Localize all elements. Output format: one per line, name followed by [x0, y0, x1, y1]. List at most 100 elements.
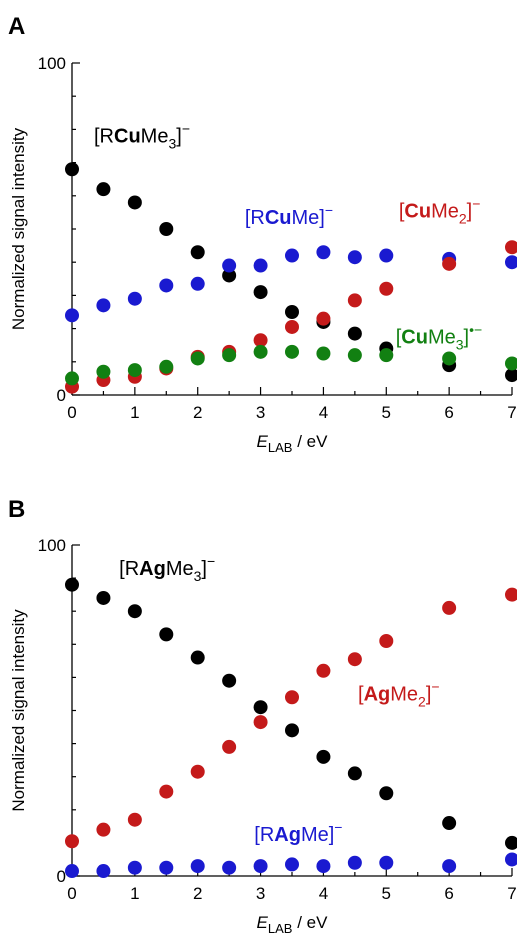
series-label-part: [R [94, 126, 114, 148]
series-label: [RCuMe]− [245, 202, 333, 229]
data-point [285, 319, 299, 334]
series-label-part: − [182, 121, 190, 137]
data-point [316, 311, 331, 326]
x-tick-label: 6 [444, 403, 453, 422]
data-point [96, 590, 111, 605]
data-point [65, 308, 79, 323]
x-tick-label: 3 [256, 884, 265, 903]
data-point [253, 715, 268, 730]
data-point [190, 276, 205, 291]
data-point [222, 739, 237, 754]
series-label-part: [ [358, 684, 364, 706]
data-point [505, 835, 517, 850]
series-label-part: Ag [139, 558, 166, 580]
series-label-part: [R [254, 824, 274, 846]
series-label-part: [ [399, 200, 405, 222]
x-tick-label: 4 [319, 403, 328, 422]
data-point [159, 784, 174, 799]
series-label-part: [ [396, 327, 402, 349]
series-label-part: ] [201, 558, 207, 580]
data-point [65, 371, 79, 386]
y-tick-label: 100 [38, 54, 66, 73]
data-point [379, 633, 394, 648]
x-tick-label: 5 [382, 884, 391, 903]
data-point [190, 245, 205, 260]
y-axis-title: Normalized signal intensity [9, 127, 28, 330]
series-label-part: Me [390, 684, 418, 706]
x-tick-label: 5 [382, 403, 391, 422]
series-1: [RCuMe]− [65, 202, 517, 323]
data-point [65, 577, 79, 592]
y-tick-label: 0 [57, 867, 66, 886]
series-label-part: 2 [459, 210, 467, 226]
series-label-part: Me [431, 200, 459, 222]
data-point [347, 250, 362, 265]
data-point [505, 240, 517, 255]
data-point [222, 860, 237, 875]
y-axis-title: Normalized signal intensity [9, 609, 28, 812]
series-label-part: Cu [401, 327, 428, 349]
series-label-part: Me] [292, 207, 325, 229]
series-label: [RAgMe]− [254, 819, 342, 846]
series-label-part: − [334, 819, 342, 835]
x-tick-label: 0 [67, 403, 76, 422]
series-label-part: − [207, 553, 215, 569]
x-axis-title-subscript: LAB [268, 921, 293, 936]
series-0: [RAgMe3]− [65, 553, 517, 850]
series-label-part: [R [119, 558, 139, 580]
data-point [253, 859, 268, 874]
data-point [222, 268, 237, 283]
data-point [347, 855, 362, 870]
series-2: [RAgMe]− [65, 819, 517, 879]
x-axis-title-unit: / eV [292, 913, 328, 932]
x-axis-title-unit: / eV [292, 432, 328, 451]
data-point [222, 348, 237, 363]
series-label-part: Me [166, 558, 194, 580]
data-point [442, 351, 457, 366]
data-point [65, 834, 79, 849]
data-point [347, 652, 362, 667]
data-point [190, 351, 205, 366]
data-point [65, 864, 79, 879]
data-point [127, 860, 142, 875]
data-point [96, 822, 111, 837]
data-point [253, 258, 268, 273]
series-label-part: Me [141, 126, 169, 148]
data-point [505, 356, 517, 371]
data-point [505, 852, 517, 867]
series-label-part: [R [245, 207, 265, 229]
series-label: [CuMe2]− [399, 195, 481, 226]
series-label-part: − [431, 679, 439, 695]
data-point [159, 359, 174, 374]
x-tick-label: 3 [256, 403, 265, 422]
x-tick-label: 1 [130, 884, 139, 903]
data-point [505, 587, 517, 602]
series-label-part: Cu [265, 207, 292, 229]
series-label-part: Cu [404, 200, 431, 222]
data-point [65, 162, 79, 177]
data-point [159, 278, 174, 293]
data-point [285, 857, 299, 872]
data-point [190, 764, 205, 779]
data-point [159, 860, 174, 875]
data-point [347, 326, 362, 341]
data-point [159, 627, 174, 642]
data-point [347, 766, 362, 781]
data-point [316, 346, 331, 361]
series-label: [AgMe2]− [358, 679, 440, 710]
series-label-part: •− [469, 322, 482, 338]
data-point [253, 285, 268, 300]
series-label: [RCuMe3]− [94, 121, 190, 152]
data-point [96, 364, 111, 379]
data-point [285, 723, 299, 738]
data-point [96, 182, 111, 197]
series-label: [RAgMe3]− [119, 553, 215, 584]
series-label-part: Ag [274, 824, 301, 846]
series-label-part: − [472, 195, 480, 211]
series-3: [CuMe3]•− [65, 322, 517, 386]
x-tick-label: 6 [444, 884, 453, 903]
series-label-part: 3 [456, 337, 464, 353]
data-point [285, 344, 299, 359]
data-point [316, 245, 331, 260]
